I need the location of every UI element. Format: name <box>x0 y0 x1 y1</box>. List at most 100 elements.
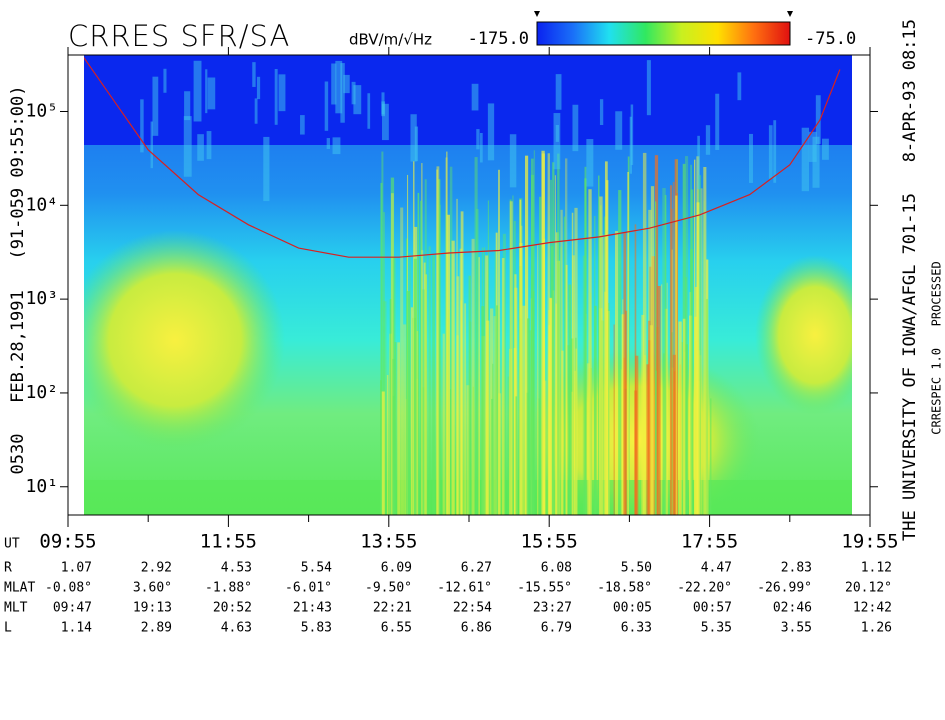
texture-streak <box>487 103 495 161</box>
ephemeris-value: 2.89 <box>141 621 172 636</box>
texture-streak <box>256 76 261 100</box>
texture-streak <box>696 202 700 515</box>
texture-streak <box>343 74 350 94</box>
ephemeris-value: 02:46 <box>773 601 812 616</box>
texture-streak <box>474 157 478 515</box>
ephemeris-value: 1.14 <box>61 621 92 636</box>
colorbar-unit: dBV/m/√Hz <box>349 31 432 49</box>
texture-streak <box>140 99 144 153</box>
texture-streak <box>547 153 550 515</box>
texture-streak <box>420 200 423 515</box>
texture-streak <box>485 255 489 515</box>
y-tick-label: 10² <box>25 382 58 403</box>
ephemeris-value: -22.20° <box>677 581 732 596</box>
ephemeris-value: 22:54 <box>453 601 492 616</box>
texture-streak <box>705 125 711 155</box>
texture-streak <box>555 303 558 515</box>
chart-title: CRRES SFR/SA <box>68 19 290 53</box>
texture-streak <box>413 258 417 515</box>
ephemeris-value: 4.63 <box>221 621 252 636</box>
colorbar-label: -75.0 <box>805 29 856 49</box>
ephemeris-value: 20:52 <box>213 601 252 616</box>
ephemeris-label: L <box>4 621 12 636</box>
texture-streak <box>553 113 561 170</box>
x-tick-label: 13:55 <box>360 531 417 553</box>
texture-streak <box>403 324 407 515</box>
texture-streak <box>464 303 467 515</box>
texture-streak <box>442 333 445 515</box>
texture-streak <box>197 134 204 161</box>
texture-streak <box>471 238 475 515</box>
texture-streak <box>421 387 425 515</box>
low-frequency-band <box>84 480 852 515</box>
texture-streak <box>571 391 574 515</box>
texture-streak <box>494 249 496 515</box>
texture-streak <box>527 318 530 515</box>
texture-streak <box>526 392 529 515</box>
texture-streak <box>647 320 651 515</box>
texture-streak <box>513 347 517 515</box>
texture-streak <box>768 125 773 179</box>
texture-streak <box>449 166 453 515</box>
emission-blob <box>755 255 852 415</box>
texture-streak <box>568 284 572 515</box>
texture-streak <box>697 135 700 190</box>
texture-streak <box>552 162 555 515</box>
texture-streak <box>498 169 500 515</box>
y-tick-label: 10¹ <box>25 476 58 497</box>
texture-streak <box>484 247 486 515</box>
texture-streak <box>822 138 829 160</box>
texture-streak <box>414 126 419 162</box>
texture-streak <box>586 139 594 187</box>
texture-streak <box>533 291 535 515</box>
texture-streak <box>150 121 154 169</box>
texture-streak <box>559 246 563 515</box>
ephemeris-value: 6.09 <box>381 561 412 576</box>
texture-streak <box>705 298 708 515</box>
x-tick-label: 19:55 <box>841 531 898 553</box>
ephemeris-value: 1.07 <box>61 561 92 576</box>
texture-streak <box>642 152 647 515</box>
texture-streak <box>381 391 385 515</box>
texture-streak <box>394 342 397 515</box>
texture-streak <box>599 196 603 515</box>
texture-streak <box>694 159 696 515</box>
texture-streak <box>599 99 604 125</box>
texture-streak <box>493 316 497 515</box>
texture-streak <box>533 150 536 515</box>
texture-streak <box>574 370 576 515</box>
texture-streak <box>410 114 417 162</box>
ephemeris-label: MLT <box>4 601 28 616</box>
texture-streak <box>456 276 460 515</box>
ephemeris-value: -12.61° <box>437 581 492 596</box>
ephemeris-value: 5.35 <box>701 621 732 636</box>
ephemeris-value: 21:43 <box>293 601 332 616</box>
texture-streak <box>549 297 552 515</box>
texture-streak <box>715 93 720 150</box>
texture-streak <box>594 305 597 515</box>
texture-streak <box>537 243 539 515</box>
texture-streak <box>263 136 270 202</box>
ephemeris-value: 1.26 <box>861 621 892 636</box>
texture-streak <box>446 214 450 515</box>
texture-streak <box>748 133 753 183</box>
ephemeris-value: -6.01° <box>285 581 332 596</box>
ephemeris-value: 5.54 <box>301 561 332 576</box>
texture-streak <box>254 98 258 124</box>
texture-streak <box>621 314 625 515</box>
texture-streak <box>664 195 667 515</box>
texture-streak <box>459 248 463 515</box>
texture-streak <box>507 376 510 515</box>
texture-streak <box>382 103 389 141</box>
texture-streak <box>512 195 514 515</box>
annotation: CRRESPEC 1.0 PROCESSED <box>930 261 944 434</box>
texture-streak <box>650 186 655 515</box>
texture-streak <box>481 306 485 515</box>
texture-streak <box>625 310 628 515</box>
texture-streak <box>252 62 256 87</box>
ephemeris-label: MLAT <box>4 581 35 596</box>
y-tick-label: 10⁵ <box>25 100 58 121</box>
texture-streak <box>661 284 663 515</box>
